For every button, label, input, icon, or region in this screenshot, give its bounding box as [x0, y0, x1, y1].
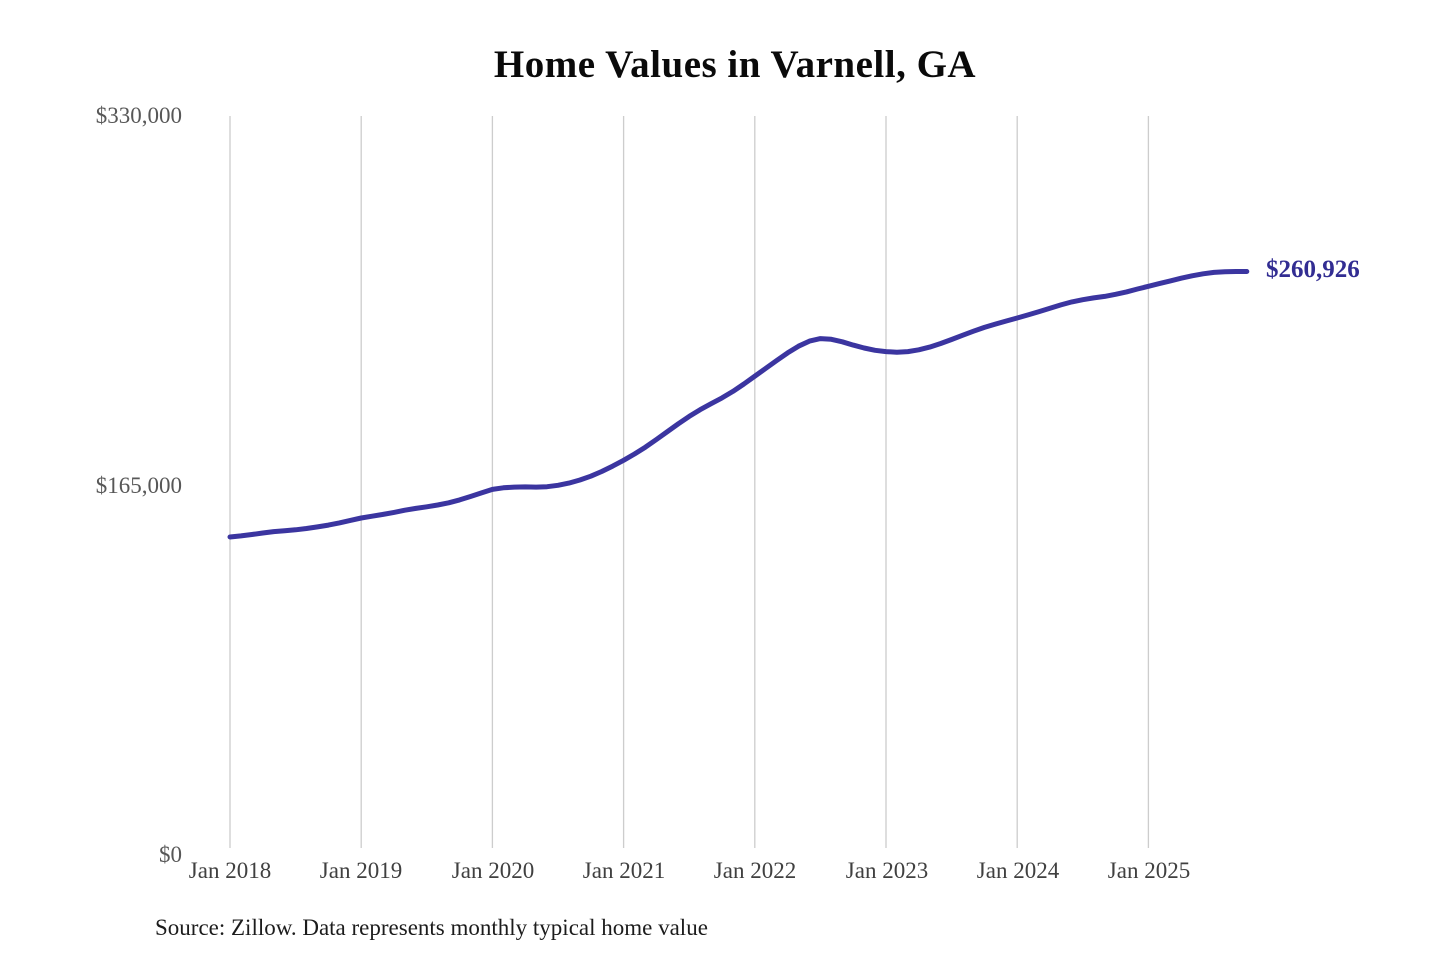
x-axis-tick-jan-2025: Jan 2025: [1107, 858, 1191, 883]
y-axis-tick-330000: $330,000: [95, 103, 182, 128]
chart-title: Home Values in Varnell, GA: [493, 43, 977, 86]
x-axis-tick-jan-2022: Jan 2022: [713, 858, 797, 883]
x-axis-tick-jan-2024: Jan 2024: [976, 858, 1060, 883]
x-axis-tick-jan-2021: Jan 2021: [582, 858, 666, 883]
x-axis-tick-jan-2018: Jan 2018: [188, 858, 272, 883]
source-attribution: Source: Zillow. Data represents monthly …: [155, 915, 708, 940]
vertical-gridlines: [229, 116, 1150, 848]
y-axis-tick-165000: $165,000: [95, 473, 182, 498]
x-axis-tick-jan-2020: Jan 2020: [451, 858, 535, 883]
y-axis-tick-0: $0: [159, 842, 182, 867]
home-value-line: [227, 269, 1250, 540]
x-axis-tick-jan-2023: Jan 2023: [845, 858, 929, 883]
x-axis-tick-jan-2019: Jan 2019: [319, 858, 403, 883]
latest-value-label: $260,926: [1266, 256, 1360, 284]
